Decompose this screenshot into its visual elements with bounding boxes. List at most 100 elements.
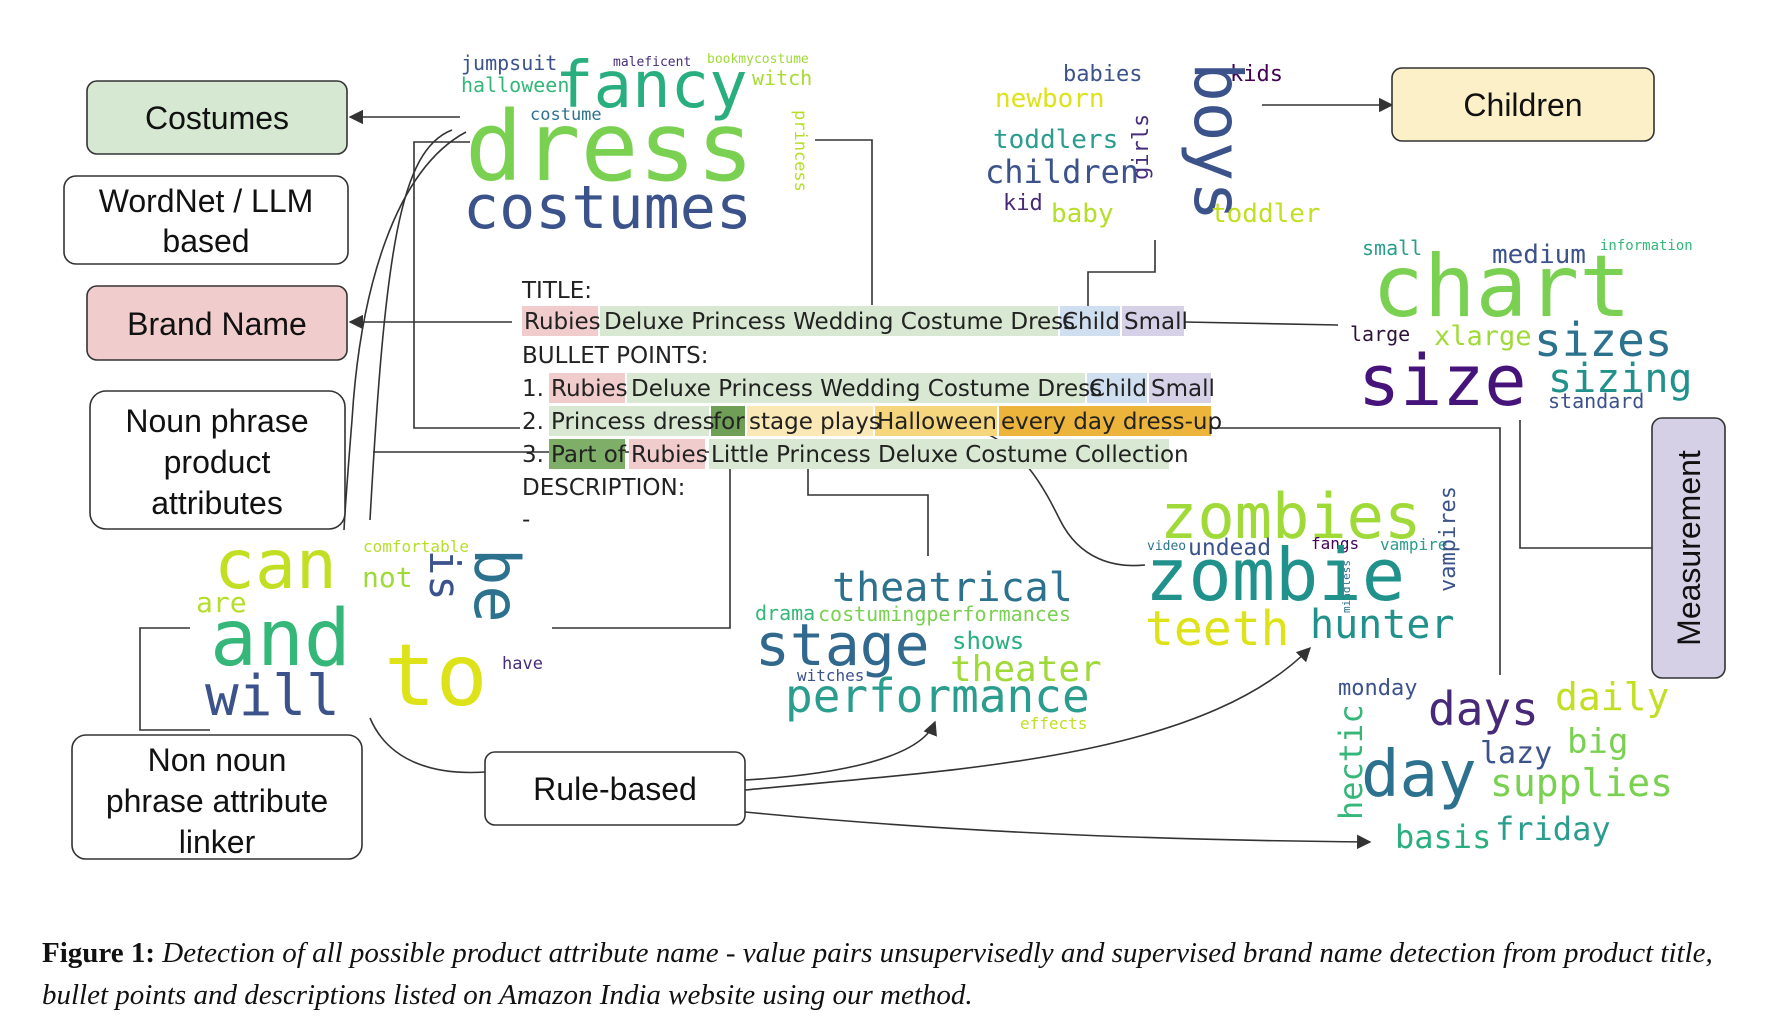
cloud-word: drama: [755, 601, 815, 625]
cloud-word: be: [460, 548, 533, 623]
cloud-word: jumpsuit: [461, 51, 557, 75]
cloud-word: video: [1147, 539, 1186, 554]
size-word-cloud: small medium information chart large xla…: [1350, 236, 1693, 422]
non-noun-box: Non noun phrase attribute linker: [71, 734, 363, 860]
cloud-word: lazy: [1480, 736, 1552, 771]
bullet3-part-of: Part of: [551, 442, 627, 468]
cloud-word: maleficent: [613, 55, 691, 70]
cloud-word: sizes: [1534, 313, 1672, 367]
measurement-box-label: Measurement: [1671, 450, 1707, 646]
cloud-word: not: [362, 561, 413, 594]
cloud-word: theatrical: [832, 565, 1073, 611]
title-child: Child: [1062, 309, 1120, 335]
cloud-word: witches: [797, 666, 864, 685]
cloud-word: babies: [1063, 62, 1142, 87]
days-word-cloud: monday days daily big lazy hectic day su…: [1332, 675, 1673, 856]
cloud-word: size: [1358, 340, 1527, 422]
cloud-word: children: [985, 153, 1139, 191]
bullet2-halloween: Halloween: [877, 409, 997, 435]
bullet2-number: 2.: [522, 409, 544, 435]
costumes-box-label: Costumes: [145, 100, 289, 136]
noun-phrase-label-line3: attributes: [151, 485, 283, 521]
cloud-word: girls: [1129, 114, 1154, 180]
caption-label: Figure 1:: [42, 937, 156, 969]
cloud-word: supplies: [1490, 761, 1673, 805]
cloud-word: vampire: [1380, 535, 1447, 554]
bullet2-princess-dress: Princess dress: [551, 409, 715, 435]
cloud-word: basis: [1395, 818, 1491, 856]
cloud-word: newborn: [995, 84, 1105, 114]
non-noun-label-line3: linker: [179, 824, 256, 860]
cloud-word: big: [1567, 722, 1628, 762]
cloud-word: princess: [790, 110, 810, 192]
cloud-word: small: [1362, 236, 1422, 260]
description-header: DESCRIPTION:: [522, 475, 685, 501]
title-size: Small: [1124, 309, 1188, 335]
cloud-word: will: [205, 664, 340, 729]
cloud-word: vampires: [1436, 486, 1461, 592]
children-word-cloud: babies kids newborn boys girls toddlers …: [985, 62, 1321, 229]
cloud-word: information: [1600, 238, 1693, 254]
bullet2-stage-plays: stage plays: [749, 409, 881, 435]
product-listing: TITLE: Rubies Deluxe Princess Wedding Co…: [521, 278, 1222, 533]
rule-based-box-label: Rule-based: [533, 771, 697, 807]
cloud-word: have: [502, 654, 543, 674]
cloud-word: xlarge: [1434, 321, 1532, 352]
brand-name-box: Brand Name: [86, 285, 348, 361]
noun-phrase-box: Noun phrase product attributes: [89, 390, 346, 530]
bullet3-collection: Little Princess Deluxe Costume Collectio…: [711, 442, 1189, 468]
cloud-word: theater: [950, 649, 1102, 690]
bullet3-number: 3.: [522, 442, 544, 468]
cloud-word: day: [1361, 738, 1477, 812]
cloud-word: kids: [1230, 62, 1283, 87]
cloud-word: hectic: [1332, 704, 1370, 820]
non-noun-label-line1: Non noun: [148, 742, 287, 778]
linker-word-cloud: comfortable can not is be are and to hav…: [196, 526, 543, 729]
bullet1-child: Child: [1089, 376, 1147, 402]
cloud-word: bookmycostume: [707, 52, 809, 67]
cloud-word: shows: [952, 627, 1024, 655]
cloud-word: kid: [1003, 191, 1043, 216]
cloud-word: friday: [1495, 810, 1611, 848]
rule-based-box: Rule-based: [484, 751, 746, 826]
cloud-word: fangs: [1311, 534, 1359, 553]
non-noun-label-line2: phrase attribute: [106, 783, 328, 819]
cloud-word: hunter: [1310, 602, 1455, 648]
figure-caption: Figure 1: Detection of all possible prod…: [42, 932, 1762, 1016]
wordnet-box: WordNet / LLM based: [63, 175, 349, 265]
theater-word-cloud: theatrical drama costumingperformances s…: [755, 565, 1102, 733]
cloud-word: monday: [1338, 676, 1417, 701]
cloud-word: toddler: [1211, 199, 1321, 229]
cloud-word: and: [210, 594, 351, 684]
bullet1-number: 1.: [522, 376, 544, 402]
wordnet-box-label-line2: based: [162, 223, 249, 259]
title-product: Deluxe Princess Wedding Costume Dress: [604, 309, 1075, 335]
measurement-box: Measurement: [1651, 417, 1726, 679]
cloud-word: costumes: [463, 173, 752, 243]
cloud-word: comfortable: [363, 537, 469, 556]
cloud-word: costume: [530, 105, 602, 125]
cloud-word: performance: [785, 669, 1090, 723]
cloud-word: are: [196, 586, 247, 619]
cloud-word: boys: [1179, 62, 1256, 221]
cloud-word: to: [384, 626, 488, 726]
cloud-word: dress: [465, 91, 754, 203]
costume-word-cloud: jumpsuit maleficent bookmycostume hallow…: [461, 49, 812, 243]
cloud-word: toddlers: [993, 125, 1118, 155]
brand-name-box-label: Brand Name: [127, 306, 307, 342]
cloud-word: effects: [1020, 714, 1087, 733]
connector-lines: [139, 97, 1652, 850]
cloud-word: large: [1350, 322, 1410, 346]
bullet1-size: Small: [1151, 376, 1215, 402]
cloud-word: can: [214, 526, 337, 605]
cloud-word: undead: [1188, 535, 1271, 561]
children-box: Children: [1391, 67, 1655, 142]
bullet2-every-day: every day dress-up: [1001, 409, 1222, 435]
children-box-label: Children: [1463, 87, 1582, 123]
cloud-word: teeth: [1145, 601, 1290, 657]
cloud-word: baby: [1051, 199, 1114, 229]
description-text: -: [522, 507, 530, 533]
bullet2-for: for: [713, 409, 745, 435]
wordnet-box-label-line1: WordNet / LLM: [99, 183, 314, 219]
